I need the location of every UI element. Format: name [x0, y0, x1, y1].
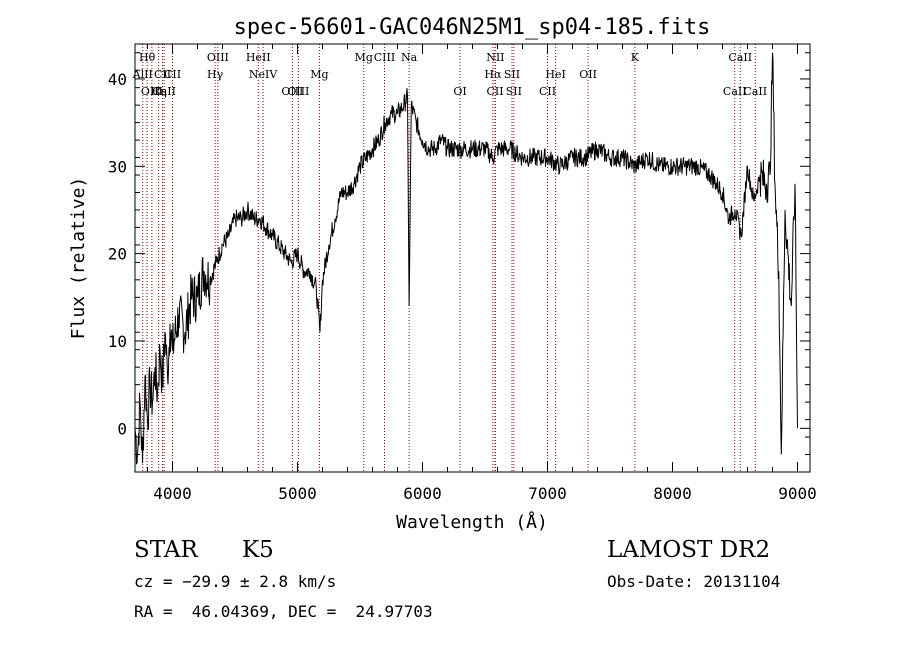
- line-marker-label: K: [631, 51, 640, 64]
- object-class: STAR: [134, 537, 198, 563]
- line-marker-label: Hγ: [207, 68, 224, 81]
- line-marker-label: Mg: [355, 51, 373, 64]
- y-tick-label: 20: [108, 245, 127, 264]
- line-marker-label: CaII: [743, 85, 767, 98]
- line-marker-label: CII: [486, 85, 503, 98]
- line-marker-label: Hη: [151, 85, 167, 98]
- line-marker-label: HeI: [545, 68, 565, 81]
- x-tick-label: 7000: [528, 484, 567, 503]
- line-marker-label: HeII: [246, 51, 271, 64]
- line-marker-label: OIII: [287, 85, 309, 98]
- line-marker-label: CII: [154, 68, 171, 81]
- line-marker-label: OI: [453, 85, 466, 98]
- line-marker-label: NeIV: [249, 68, 278, 81]
- y-tick-label: 10: [108, 332, 127, 351]
- line-marker-label: CII: [539, 85, 556, 98]
- y-tick-label: 30: [108, 157, 127, 176]
- line-marker-label: OIII: [281, 85, 303, 98]
- line-marker-label: CaII: [723, 85, 747, 98]
- line-marker-label: Hθ: [139, 51, 156, 64]
- line-marker-label: AlII: [132, 68, 153, 81]
- emission-line-markers: HθAlIIOIIIHηCaIICIICIIOIIIHγHeIINeIVOIII…: [132, 44, 767, 472]
- line-marker-label: CII: [164, 68, 181, 81]
- survey-name: LAMOST DR2: [607, 537, 771, 563]
- line-marker-label: SII: [504, 68, 520, 81]
- line-marker-label: CaII: [728, 51, 752, 64]
- line-marker-label: Mg: [310, 68, 328, 81]
- x-tick-label: 4000: [153, 484, 192, 503]
- coordinates: RA = 46.04369, DEC = 24.97703: [134, 602, 433, 621]
- x-axis-label: Wavelength (Å): [396, 511, 548, 533]
- x-tick-label: 6000: [403, 484, 442, 503]
- observation-date: Obs-Date: 20131104: [607, 572, 781, 591]
- line-marker-label: Na: [401, 51, 418, 64]
- line-marker-label: OII: [579, 68, 597, 81]
- line-marker-label: OIII: [207, 51, 229, 64]
- redshift-cz: cz = −29.9 ± 2.8 km/s: [134, 572, 337, 591]
- x-tick-label: 8000: [653, 484, 692, 503]
- line-marker-label: SII: [506, 85, 522, 98]
- y-tick-label: 40: [108, 70, 127, 89]
- chart-title: spec-56601-GAC046N25M1_sp04-185.fits: [234, 15, 711, 40]
- line-marker-label: NII: [486, 51, 504, 64]
- line-marker-label: OIII: [141, 85, 163, 98]
- x-tick-label: 5000: [278, 484, 317, 503]
- line-marker-label: Hα: [484, 68, 502, 81]
- line-marker-label: CaII: [152, 85, 176, 98]
- object-subclass: K5: [242, 537, 274, 563]
- axis-ticks: 4000 5000 6000 7000 8000 9000 0 10 20 30 40: [108, 44, 817, 503]
- plot-frame: [134, 43, 811, 473]
- x-tick-label: 9000: [778, 484, 817, 503]
- line-marker-label: CIII: [374, 51, 395, 64]
- y-axis-label: Flux (relative): [68, 177, 89, 340]
- spectrum-line: [134, 52, 798, 465]
- y-tick-label: 0: [117, 419, 127, 438]
